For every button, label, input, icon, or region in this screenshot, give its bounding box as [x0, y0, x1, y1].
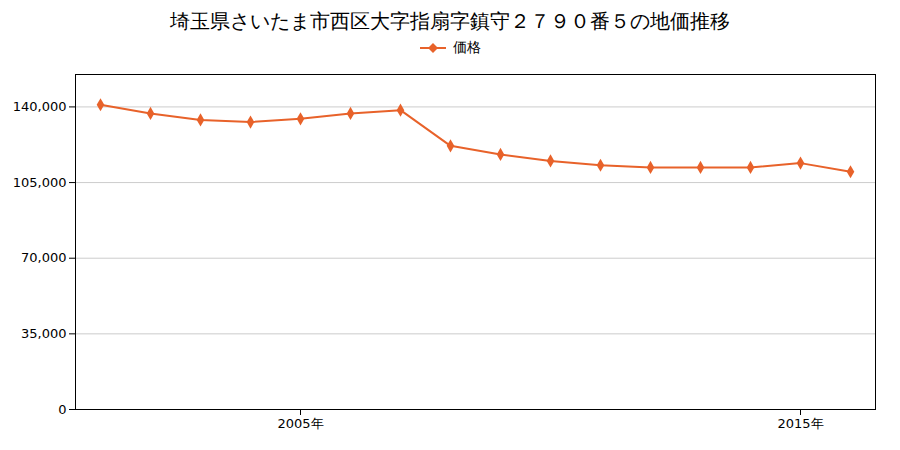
svg-text:0: 0 [58, 402, 66, 417]
svg-text:2015年: 2015年 [777, 416, 823, 431]
svg-text:105,000: 105,000 [13, 175, 67, 190]
html-text:価格: 価格 [453, 39, 481, 55]
html-text:埼玉県さいたま市西区大字指扇字鎮守２７９０番５の地価推移: 埼玉県さいたま市西区大字指扇字鎮守２７９０番５の地価推移 [170, 9, 730, 33]
svg-text:2005年: 2005年 [277, 416, 323, 431]
svg-text:140,000: 140,000 [13, 99, 67, 114]
svg-text:70,000: 70,000 [21, 250, 67, 265]
svg-text:35,000: 35,000 [21, 326, 67, 341]
